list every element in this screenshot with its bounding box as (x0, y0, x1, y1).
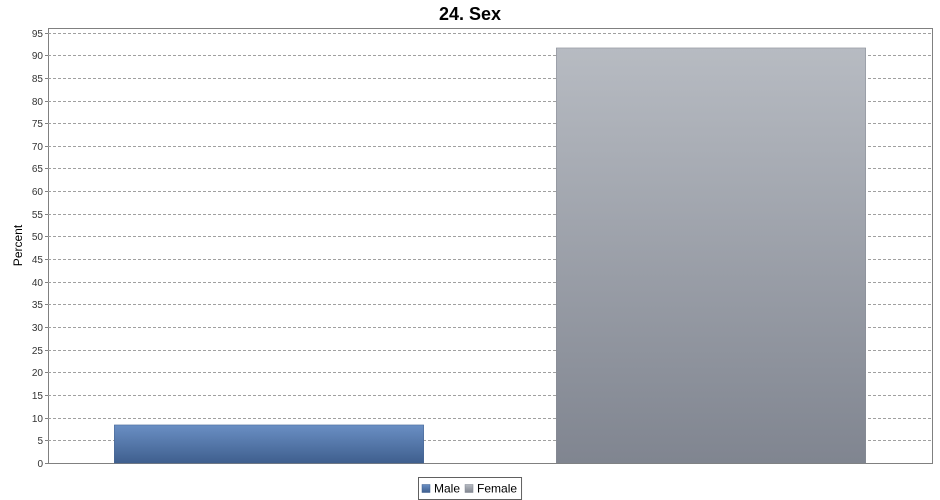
y-tick-label: 75 (32, 119, 44, 130)
y-tick-label: 65 (32, 164, 44, 175)
y-tick-label: 5 (37, 436, 43, 447)
y-tick-label: 55 (32, 210, 44, 221)
y-tick-label: 80 (32, 97, 44, 108)
legend-label-female: Female (477, 482, 517, 496)
y-tick-label: 60 (32, 187, 44, 198)
legend-label-male: Male (434, 482, 460, 496)
y-tick-label: 35 (32, 300, 44, 311)
y-tick-label: 85 (32, 74, 44, 85)
bar-female (556, 47, 866, 464)
y-tick-label: 0 (37, 459, 43, 470)
y-tick-label: 10 (32, 414, 44, 425)
legend-swatch-female (464, 484, 474, 493)
y-tick-label: 50 (32, 232, 44, 243)
legend: Male Female (418, 477, 523, 500)
chart-title: 24. Sex (439, 4, 501, 24)
y-tick-label: 95 (32, 29, 44, 40)
bars (114, 47, 866, 464)
y-tick-label: 25 (32, 346, 44, 357)
y-axis-ticks: 0 5 10 15 20 25 30 35 40 45 50 55 60 65 70 75 80 85 90 95 (32, 29, 48, 470)
y-tick-label: 90 (32, 51, 44, 62)
y-tick-label: 15 (32, 391, 44, 402)
y-tick-label: 30 (32, 323, 44, 334)
y-tick-label: 70 (32, 142, 44, 153)
legend-swatch-male (421, 484, 431, 493)
y-axis-label: Percent (11, 224, 25, 266)
y-tick-label: 45 (32, 255, 44, 266)
y-tick-label: 20 (32, 368, 44, 379)
bar-male (114, 424, 424, 464)
y-tick-label: 40 (32, 278, 44, 289)
